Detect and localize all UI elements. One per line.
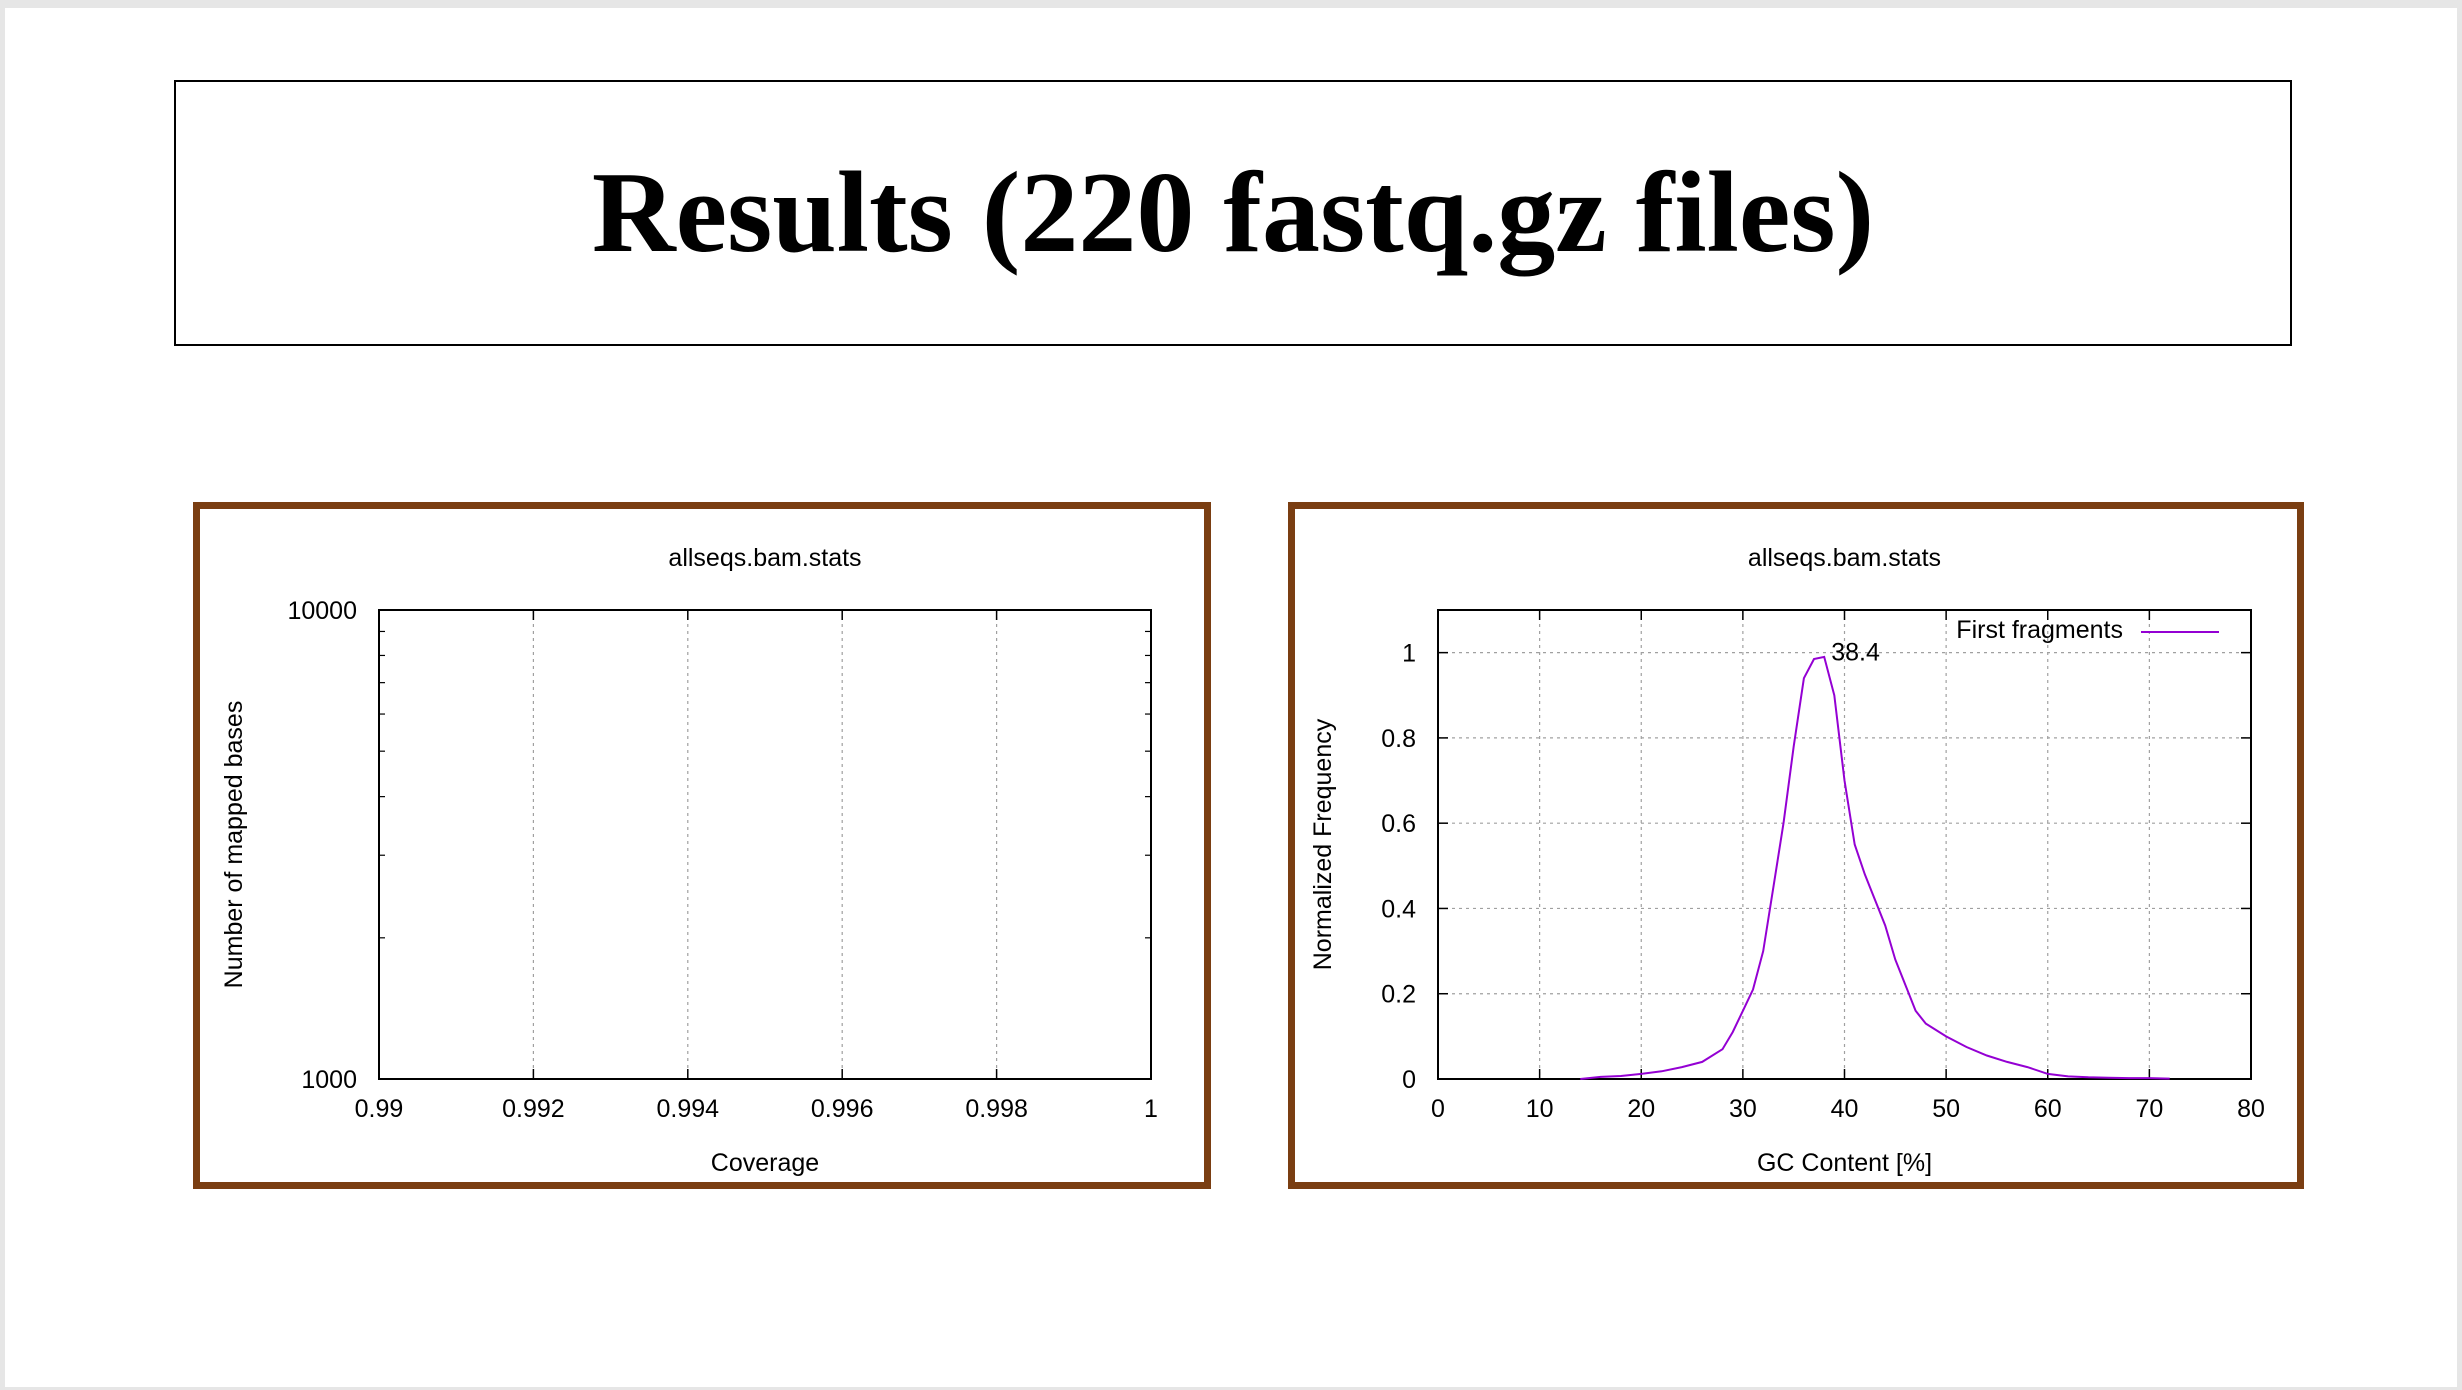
x-tick-label: 0.99: [355, 1095, 404, 1123]
gc-content-chart: allseqs.bam.stats 0 10 20 30 40 50 60 70 80 0 0.2 0.…: [1309, 544, 2265, 1177]
plot-area-border: [1437, 609, 2252, 1080]
slide-title: Results (220 fastq.gz files): [591, 148, 1875, 277]
coverage-chart-frame: allseqs.bam.stats 0.99 0.992 0.994 0.996 0.99…: [193, 502, 1211, 1189]
slide: Results (220 fastq.gz files) allseqs.bam…: [5, 8, 2457, 1387]
y-tick-label: 0.2: [1381, 981, 1416, 1009]
gc-content-chart-frame: allseqs.bam.stats 0 10 20 30 40 50 60 70 80 0 0.2 0.…: [1288, 502, 2304, 1189]
y-tick-label: 0: [1402, 1066, 1416, 1094]
x-tick-label: 0: [1431, 1095, 1445, 1123]
x-tick-label: 0.994: [657, 1095, 720, 1123]
y-tick-label: 0.4: [1381, 895, 1416, 923]
x-tick-label: 10: [1526, 1095, 1554, 1123]
slide-title-box: Results (220 fastq.gz files): [174, 80, 2292, 346]
y-tick-label: 0.8: [1381, 725, 1416, 753]
x-tick-label: 80: [2237, 1095, 2265, 1123]
legend-label: First fragments: [1956, 616, 2123, 644]
x-tick-label: 1: [1144, 1095, 1158, 1123]
x-tick-label: 40: [1831, 1095, 1859, 1123]
x-tick-label: 0.996: [811, 1095, 874, 1123]
y-tick-label: 10000: [287, 597, 357, 625]
x-tick-label: 30: [1729, 1095, 1757, 1123]
coverage-chart: allseqs.bam.stats 0.99 0.992 0.994 0.996 0.99…: [220, 544, 1158, 1177]
plot-area-border: [378, 609, 1152, 1080]
peak-annotation: 38.4: [1831, 639, 1880, 667]
x-tick-label: 60: [2034, 1095, 2062, 1123]
x-tick-label: 20: [1627, 1095, 1655, 1123]
chart-title: allseqs.bam.stats: [668, 544, 861, 572]
series-line: [1580, 655, 2170, 1080]
y-axis-label: Normalized Frequency: [1309, 718, 1337, 970]
x-tick-label: 50: [1932, 1095, 1960, 1123]
x-axis-label: Coverage: [711, 1149, 819, 1177]
x-tick-label: 0.998: [965, 1095, 1028, 1123]
y-tick-label: 0.6: [1381, 810, 1416, 838]
chart-title: allseqs.bam.stats: [1748, 544, 1941, 572]
x-axis-label: GC Content [%]: [1757, 1149, 1932, 1177]
y-tick-label: 1: [1402, 640, 1416, 668]
y-tick-label: 1000: [301, 1066, 357, 1094]
x-tick-label: 70: [2135, 1095, 2163, 1123]
y-axis-label: Number of mapped bases: [220, 701, 248, 989]
x-tick-label: 0.992: [502, 1095, 565, 1123]
